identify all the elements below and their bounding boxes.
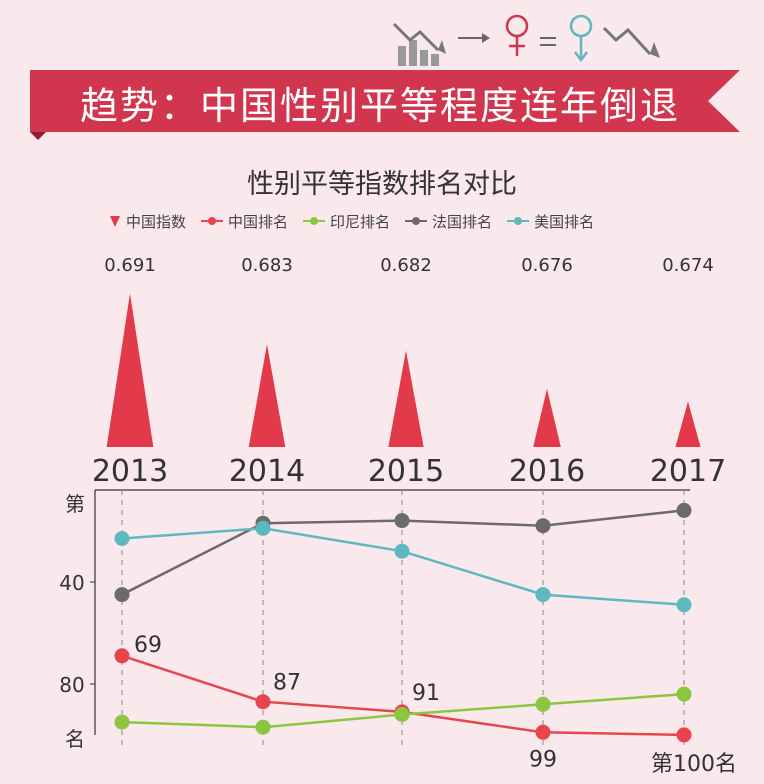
legend-label: 中国指数 [126, 212, 187, 231]
index-spike [533, 388, 561, 447]
line-dot-marker-icon [303, 217, 326, 225]
male-down-symbol-icon [569, 14, 593, 63]
france-rank-point [676, 502, 692, 518]
legend-item-china-rank: 中国排名 [200, 211, 288, 232]
legend-label: 中国排名 [228, 212, 289, 231]
china-rank-value-label: 87 [273, 671, 301, 696]
year-label: 2014 [229, 454, 305, 489]
trend-down-arrow-icon [602, 26, 660, 58]
usa-rank-point [255, 520, 271, 536]
china-rank-value-label: 第100名 [651, 752, 737, 777]
usa-rank-point [394, 543, 410, 559]
rank-line-chart: 第 40 80 名 69 87 91 99 第100名 [59, 489, 737, 777]
usa-rank-line [121, 527, 685, 607]
china-rank-point [255, 694, 271, 710]
y-tick-label-80: 80 [59, 673, 84, 697]
index-value-label: 0.674 [662, 255, 714, 276]
china-rank-value-label: 91 [412, 681, 440, 706]
line-dot-marker-icon [201, 217, 224, 225]
chart-title: 性别平等指数排名对比 [247, 169, 517, 200]
legend-label: 印尼排名 [330, 212, 391, 231]
indonesia-rank-point [676, 686, 692, 702]
china-rank-point [535, 724, 551, 740]
year-label: 2015 [368, 454, 444, 489]
female-symbol-icon [505, 14, 529, 56]
legend-label: 美国排名 [534, 212, 595, 231]
year-label: 2013 [92, 454, 168, 489]
equals-icon [540, 37, 556, 46]
year-label: 2017 [650, 454, 726, 489]
usa-rank-point [676, 597, 692, 613]
china-index-spikes: 0.691 2013 0.683 2014 0.682 2015 0.676 2016 0.67… [92, 255, 726, 489]
china-rank-value-label: 69 [134, 633, 162, 658]
legend-item-usa-rank: 美国排名 [506, 211, 594, 232]
index-spike [106, 293, 154, 447]
y-axis-top-label: 第 [65, 492, 85, 516]
index-value-label: 0.676 [521, 255, 573, 276]
china-rank-line [121, 654, 685, 737]
index-value-label: 0.683 [241, 255, 293, 276]
index-spike [248, 344, 286, 447]
index-spike [675, 401, 701, 447]
y-axis-bottom-label: 名 [65, 727, 85, 751]
indonesia-rank-point [255, 719, 271, 735]
legend-item-indonesia-rank: 印尼排名 [302, 211, 390, 232]
index-value-label: 0.691 [104, 255, 156, 276]
banner-ribbon [30, 70, 740, 132]
legend: 中国指数 中国排名 印尼排名 法国排名 美国排名 [108, 209, 594, 233]
line-dot-marker-icon [405, 217, 428, 225]
usa-rank-point [114, 531, 130, 546]
legend-label: 法国排名 [432, 212, 493, 231]
year-label: 2016 [509, 454, 585, 489]
indonesia-rank-point [114, 714, 130, 730]
legend-item-france-rank: 法国排名 [404, 211, 492, 232]
legend-item-china-index: 中国指数 [108, 211, 186, 232]
line-dot-marker-icon [507, 217, 530, 225]
y-tick-label-40: 40 [59, 571, 84, 595]
indonesia-rank-point [394, 707, 410, 722]
china-rank-point [114, 648, 130, 664]
arrow-right-icon [458, 33, 490, 43]
usa-rank-point [535, 587, 551, 603]
france-rank-point [394, 513, 410, 529]
indonesia-rank-point [535, 696, 551, 712]
china-rank-labels: 69 87 91 99 第100名 [134, 633, 737, 777]
index-spike [388, 350, 424, 447]
france-rank-point [114, 587, 130, 603]
index-value-label: 0.682 [380, 255, 432, 276]
china-rank-value-label: 99 [529, 747, 557, 772]
triangle-marker-icon [110, 216, 120, 227]
france-rank-point [535, 518, 551, 534]
page-title: 趋势：中国性别平等程度连年倒退 [80, 83, 681, 128]
rank-series-points [114, 502, 692, 743]
trend-down-bars-icon [392, 22, 446, 66]
china-rank-point [676, 727, 692, 743]
banner-fold [30, 132, 46, 140]
